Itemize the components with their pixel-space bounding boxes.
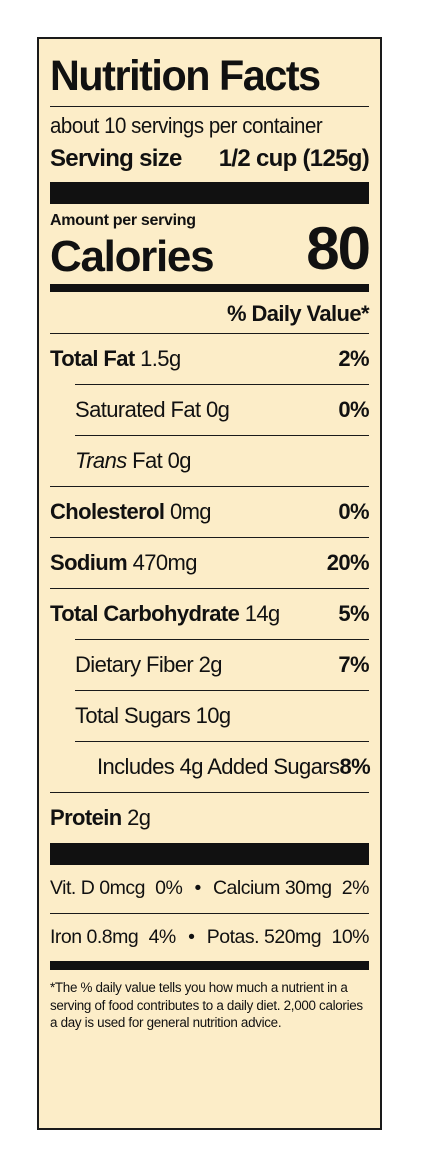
serving-size-row: Serving size 1/2 cup (125g) [50, 145, 370, 172]
nutrient-name: Dietary Fiber [75, 652, 194, 677]
nutrient-amount: 2g [127, 805, 151, 830]
nutrient-row-saturated-fat: Saturated Fat 0g 0% [75, 384, 370, 435]
mineral-left: Vit. D 0mcg [50, 879, 145, 899]
nutrient-row-cholesterol: Cholesterol 0mg 0% [50, 486, 370, 537]
nutrient-amount: 1.5g [140, 346, 181, 371]
calories-row: Calories 80 [50, 215, 371, 282]
mineral-dv: 10% [331, 925, 369, 948]
bullet-separator: • [188, 925, 195, 948]
nutrient-amount: 470mg [132, 550, 198, 575]
mineral-name: Potas. [206, 925, 260, 948]
bullet-separator: • [194, 877, 201, 900]
serving-size-value: 1/2 cup (125g) [218, 145, 370, 172]
mineral-amount: 0mcg [99, 877, 145, 900]
mineral-left: Iron 0.8mg [50, 925, 139, 948]
nutrient-row-total-fat: Total Fat 1.5g 2% [50, 333, 370, 384]
mineral-row-vitd-calcium: Vit. D 0mcg 0% • Calcium 30mg 2% [50, 865, 369, 913]
nutrient-row-trans-fat: Trans Fat 0g [75, 435, 369, 486]
daily-value-header: % Daily Value* [226, 301, 370, 326]
serving-size-label: Serving size [50, 145, 182, 172]
nutrient-name: Cholesterol [50, 499, 165, 524]
nutrient-dv: 0% [338, 499, 369, 524]
nutrient-name: Includes 4g Added Sugars [97, 754, 340, 779]
nutrient-name: Sodium [50, 550, 128, 575]
nutrient-dv: 20% [326, 550, 370, 575]
nutrient-name: Total Fat [50, 346, 135, 371]
nutrient-name: Saturated Fat [75, 397, 201, 422]
mineral-name: Calcium [212, 877, 280, 900]
servings-per-container: about 10 servings per container [50, 113, 323, 138]
nutrient-name: Total Carbohydrate [50, 601, 240, 626]
nutrient-name: Total Sugars [75, 703, 191, 728]
mineral-right: Calcium 30mg [213, 879, 332, 899]
nutrient-dv: 0% [338, 397, 369, 422]
nutrient-amount: 10g [195, 703, 232, 728]
mineral-amount: 30mg [284, 877, 332, 900]
nutrition-facts-label: Nutrition Facts about 10 servings per co… [37, 37, 382, 1130]
mineral-row-iron-potassium: Iron 0.8mg 4% • Potas. 520mg 10% [50, 913, 369, 961]
divider [50, 106, 369, 107]
label-title: Nutrition Facts [50, 52, 321, 100]
mineral-right: Potas. 520mg [206, 925, 322, 948]
nutrient-amount: 2g [198, 652, 223, 677]
nutrient-amount: 0mg [169, 499, 212, 524]
calories-label: Calories [50, 232, 215, 281]
nutrient-row-total-carbohydrate: Total Carbohydrate 14g 5% [50, 588, 370, 639]
mineral-dv: 4% [148, 925, 177, 948]
nutrient-row-sodium: Sodium 470mg 20% [50, 537, 370, 588]
daily-value-footnote: *The % daily value tells you how much a … [50, 980, 363, 1031]
nutrient-row-protein: Protein 2g [50, 792, 369, 843]
nutrient-row-total-sugars: Total Sugars 10g [75, 690, 369, 741]
nutrient-dv: 5% [338, 601, 369, 626]
mineral-dv: 0% [155, 877, 183, 900]
nutrient-name-suffix: Fat [132, 448, 163, 473]
nutrient-row-added-sugars: Includes 4g Added Sugars 8% [75, 741, 371, 792]
nutrient-name: Trans [75, 448, 127, 473]
nutrient-amount: 0g [167, 448, 192, 473]
mineral-amount: 0.8mg [86, 925, 139, 948]
calories-value: 80 [306, 215, 371, 282]
mineral-name: Vit. D [50, 877, 95, 900]
mineral-amount: 520mg [264, 925, 322, 948]
amount-per-serving: Amount per serving [50, 212, 196, 229]
mineral-dv: 2% [341, 877, 370, 900]
medium-divider [50, 961, 369, 970]
nutrient-dv: 2% [338, 346, 369, 371]
nutrient-row-dietary-fiber: Dietary Fiber 2g 7% [75, 639, 370, 690]
nutrient-amount: 14g [244, 601, 281, 626]
nutrient-name: Protein [50, 805, 122, 830]
thick-divider [50, 182, 369, 204]
nutrient-dv: 8% [339, 754, 371, 779]
medium-divider [50, 284, 369, 292]
mineral-name: Iron [50, 925, 82, 948]
thick-divider [50, 843, 369, 865]
nutrient-dv: 7% [338, 652, 369, 677]
nutrient-amount: 0g [206, 397, 230, 422]
